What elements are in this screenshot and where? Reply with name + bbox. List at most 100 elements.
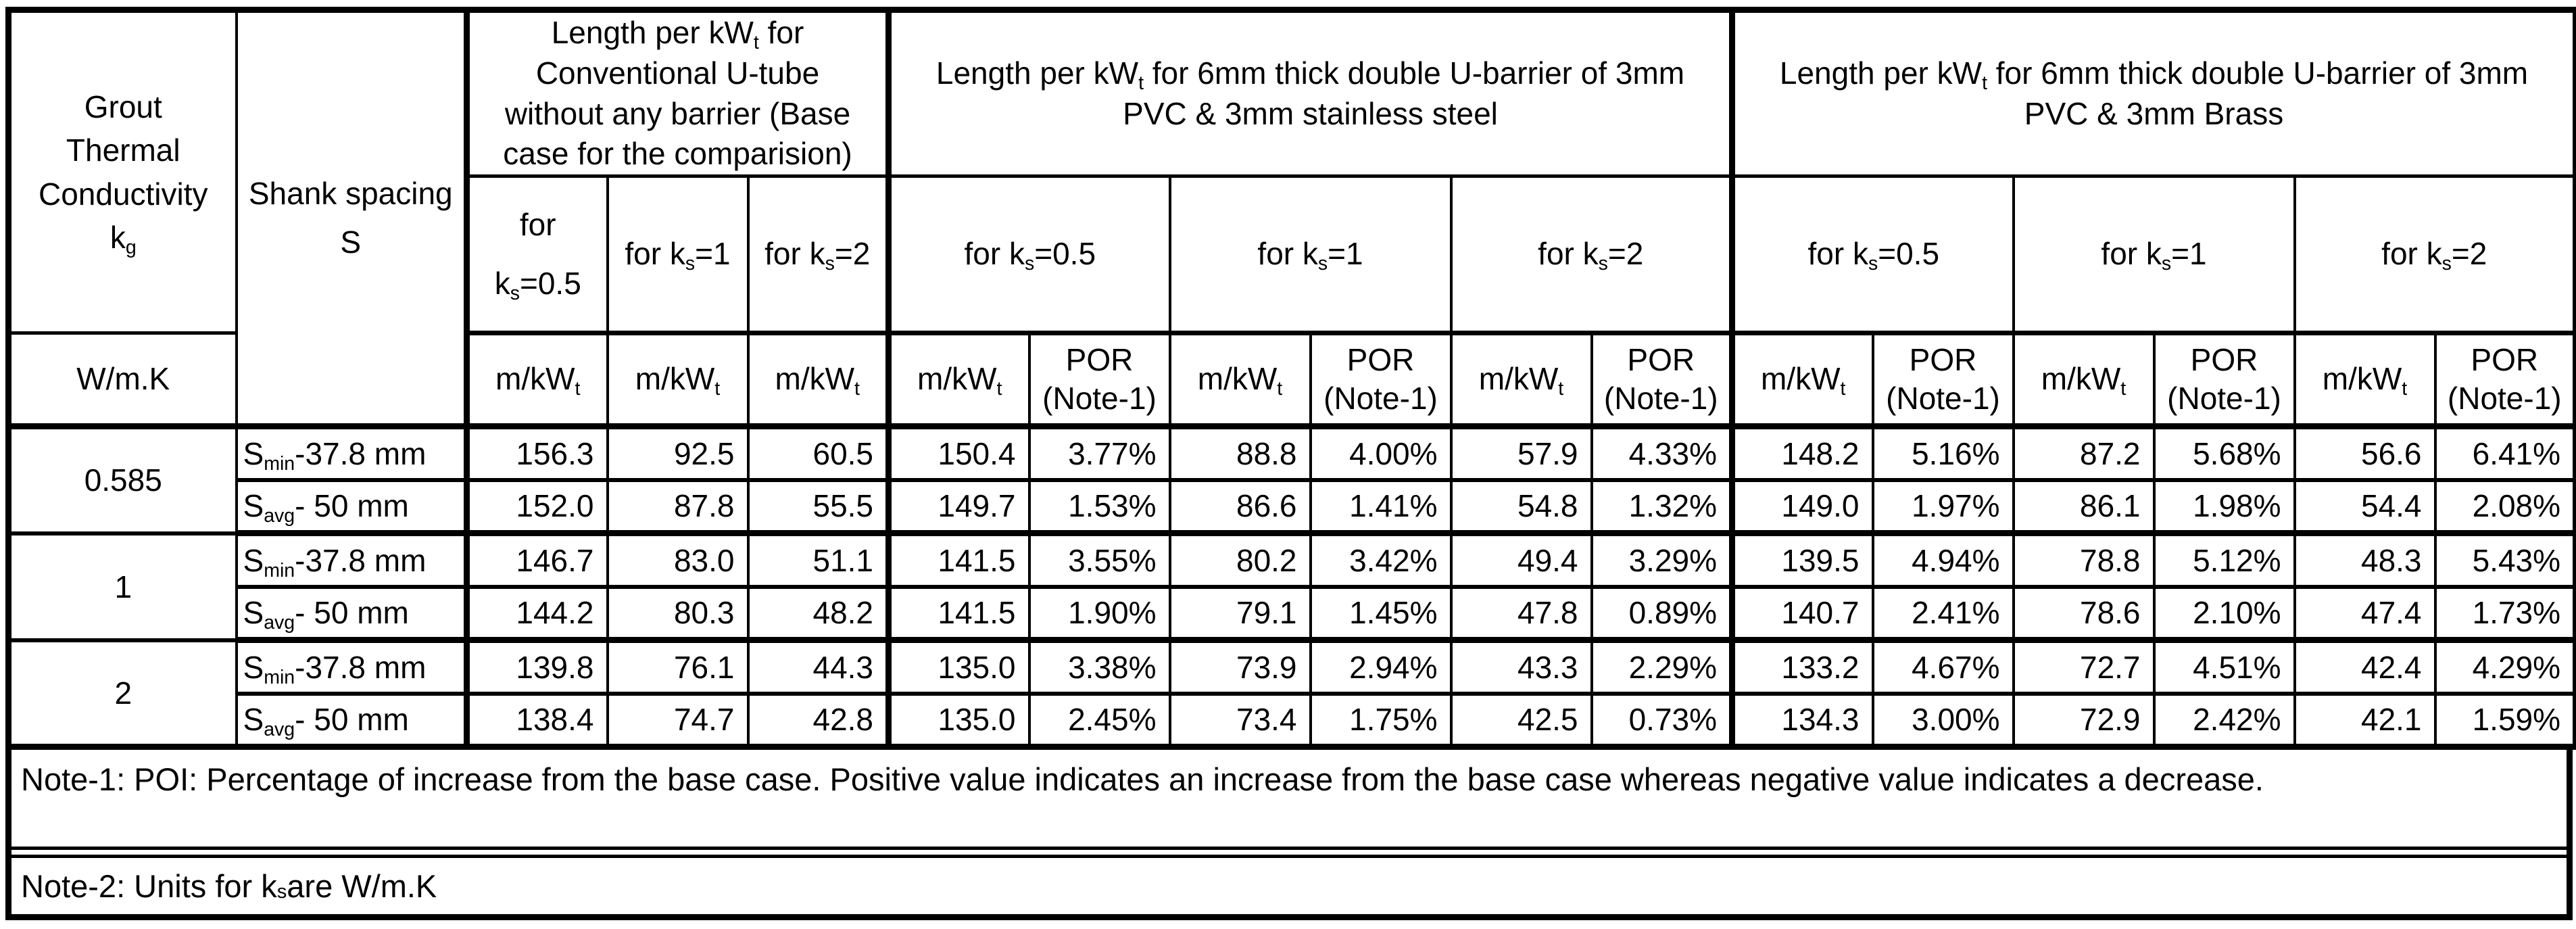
header-por-label: POR (Note-1) bbox=[1871, 331, 2015, 430]
steel-barrier-value: 47.8 bbox=[1449, 585, 1593, 644]
brass-barrier-value: 149.0 bbox=[1729, 478, 1874, 537]
brass-barrier-value: 133.2 bbox=[1729, 638, 1874, 696]
steel-barrier-value: 2.45% bbox=[1027, 692, 1171, 751]
table-row: Savg- 50 mm 144.2 80.3 48.2 141.5 1.90% 79.1 1.… bbox=[9, 585, 2576, 644]
ghe-length-table: Grout Thermal Conductivity kg Shank spac… bbox=[5, 7, 2576, 921]
header-por-label: POR (Note-1) bbox=[1590, 331, 1734, 430]
brass-barrier-value: 47.4 bbox=[2293, 585, 2437, 644]
grout-conductivity-value: 0.585 bbox=[7, 425, 238, 535]
brass-barrier-value: 42.1 bbox=[2293, 692, 2437, 751]
brass-barrier-value: 5.68% bbox=[2152, 425, 2296, 482]
brass-barrier-value: 4.29% bbox=[2433, 638, 2576, 696]
table-row: 2 Smin-37.8 mm 139.8 76.1 44.3 135.0 3.38% 73.9… bbox=[7, 638, 2576, 749]
steel-barrier-value: 3.55% bbox=[1027, 531, 1171, 589]
steel-barrier-value: 135.0 bbox=[885, 638, 1031, 696]
header-unit-label: m/kWt bbox=[606, 331, 750, 430]
header-unit-label: m/kWt bbox=[2012, 331, 2156, 430]
brass-barrier-value: 78.6 bbox=[2012, 585, 2156, 644]
table-row: 1 Smin-37.8 mm 146.7 83.0 51.1 141.5 3.55% 80.2… bbox=[7, 531, 2576, 642]
steel-barrier-value: 80.2 bbox=[1168, 531, 1312, 589]
grout-conductivity-value: 1 bbox=[7, 531, 238, 642]
header-por-label: POR (Note-1) bbox=[2433, 331, 2576, 430]
brass-barrier-value: 5.12% bbox=[2152, 531, 2296, 589]
header-por-label: POR (Note-1) bbox=[1309, 331, 1453, 430]
header-unit-label: m/kWt bbox=[746, 331, 890, 430]
table-row: Savg- 50 mm 152.0 87.8 55.5 149.7 1.53% 86.6 1.… bbox=[9, 478, 2576, 537]
results-table: Grout Thermal Conductivity kg Shank spac… bbox=[5, 7, 2576, 751]
steel-barrier-value: 1.75% bbox=[1309, 692, 1453, 751]
header-grout-units: W/m.K bbox=[7, 331, 238, 430]
brass-barrier-value: 48.3 bbox=[2293, 531, 2437, 589]
steel-barrier-value: 86.6 bbox=[1168, 478, 1312, 537]
base-case-value: 92.5 bbox=[606, 425, 750, 482]
header-base-ks-2: for ks=2 bbox=[746, 174, 890, 336]
steel-barrier-value: 1.32% bbox=[1590, 478, 1734, 537]
header-group-base-case: Length per kWt for Conventional U-tube w… bbox=[463, 8, 890, 178]
base-case-value: 48.2 bbox=[746, 585, 890, 644]
header-steel-ks-2: for ks=2 bbox=[1449, 174, 1734, 336]
header-row-ks: for ks=0.5 for ks=1 for ks=2 for ks=0.5 … bbox=[9, 174, 2576, 336]
steel-barrier-value: 54.8 bbox=[1449, 478, 1593, 537]
header-unit-label: m/kWt bbox=[885, 331, 1031, 430]
header-brass-ks-2: for ks=2 bbox=[2293, 174, 2576, 336]
header-por-label: POR (Note-1) bbox=[1027, 331, 1171, 430]
brass-barrier-value: 86.1 bbox=[2012, 478, 2156, 537]
shank-spacing-value: Savg- 50 mm bbox=[235, 478, 468, 537]
steel-barrier-value: 2.29% bbox=[1590, 638, 1734, 696]
base-case-value: 146.7 bbox=[464, 531, 609, 589]
base-case-value: 144.2 bbox=[464, 585, 609, 644]
brass-barrier-value: 139.5 bbox=[1729, 531, 1874, 589]
steel-barrier-value: 1.53% bbox=[1027, 478, 1171, 537]
steel-barrier-value: 0.89% bbox=[1590, 585, 1734, 644]
shank-spacing-value: Savg- 50 mm bbox=[235, 585, 468, 644]
brass-barrier-value: 4.94% bbox=[1871, 531, 2015, 589]
brass-barrier-value: 1.97% bbox=[1871, 478, 2015, 537]
header-group-pvc-brass: Length per kWt for 6mm thick double U-ba… bbox=[1729, 8, 2576, 178]
header-steel-ks-1: for ks=1 bbox=[1168, 174, 1453, 336]
header-group-pvc-stainless-steel: Length per kWt for 6mm thick double U-ba… bbox=[885, 8, 1734, 178]
brass-barrier-value: 2.41% bbox=[1871, 585, 2015, 644]
shank-spacing-value: Smin-37.8 mm bbox=[235, 425, 468, 482]
steel-barrier-value: 73.9 bbox=[1168, 638, 1312, 696]
steel-barrier-value: 43.3 bbox=[1449, 638, 1593, 696]
brass-barrier-value: 5.43% bbox=[2433, 531, 2576, 589]
steel-barrier-value: 4.00% bbox=[1309, 425, 1453, 482]
header-brass-ks-1: for ks=1 bbox=[2012, 174, 2296, 336]
table-header: Grout Thermal Conductivity kg Shank spac… bbox=[7, 8, 2576, 430]
brass-barrier-value: 78.8 bbox=[2012, 531, 2156, 589]
steel-barrier-value: 73.4 bbox=[1168, 692, 1312, 751]
shank-spacing-value: Smin-37.8 mm bbox=[235, 531, 468, 589]
steel-barrier-value: 49.4 bbox=[1449, 531, 1593, 589]
brass-barrier-value: 148.2 bbox=[1729, 425, 1874, 482]
brass-barrier-value: 2.10% bbox=[2152, 585, 2296, 644]
brass-barrier-value: 54.4 bbox=[2293, 478, 2437, 537]
base-case-value: 152.0 bbox=[464, 478, 609, 537]
table-row: Savg- 50 mm 138.4 74.7 42.8 135.0 2.45% 73.4 1.… bbox=[9, 692, 2576, 751]
header-unit-label: m/kWt bbox=[1449, 331, 1593, 430]
steel-barrier-value: 2.94% bbox=[1309, 638, 1453, 696]
brass-barrier-value: 42.4 bbox=[2293, 638, 2437, 696]
header-unit-label: m/kWt bbox=[1729, 331, 1874, 430]
base-case-value: 55.5 bbox=[746, 478, 890, 537]
brass-barrier-value: 1.73% bbox=[2433, 585, 2576, 644]
steel-barrier-value: 4.33% bbox=[1590, 425, 1734, 482]
table-row: 0.585 Smin-37.8 mm 156.3 92.5 60.5 150.4 3.77%… bbox=[7, 425, 2576, 535]
header-unit-label: m/kWt bbox=[1168, 331, 1312, 430]
base-case-value: 139.8 bbox=[464, 638, 609, 696]
steel-barrier-value: 3.29% bbox=[1590, 531, 1734, 589]
base-case-value: 60.5 bbox=[746, 425, 890, 482]
grout-conductivity-value: 2 bbox=[7, 638, 238, 749]
table-body: 0.585 Smin-37.8 mm 156.3 92.5 60.5 150.4 3.77%… bbox=[7, 425, 2576, 751]
steel-barrier-value: 3.38% bbox=[1027, 638, 1171, 696]
steel-barrier-value: 42.5 bbox=[1449, 692, 1593, 751]
steel-barrier-value: 1.45% bbox=[1309, 585, 1453, 644]
header-unit-label: m/kWt bbox=[464, 331, 609, 430]
base-case-value: 42.8 bbox=[746, 692, 890, 751]
brass-barrier-value: 140.7 bbox=[1729, 585, 1874, 644]
header-row-group-titles: Grout Thermal Conductivity kg Shank spac… bbox=[7, 8, 2576, 430]
header-base-ks-1: for ks=1 bbox=[606, 174, 750, 336]
notes-divider bbox=[11, 850, 2567, 855]
brass-barrier-value: 6.41% bbox=[2433, 425, 2576, 482]
steel-barrier-value: 1.41% bbox=[1309, 478, 1453, 537]
